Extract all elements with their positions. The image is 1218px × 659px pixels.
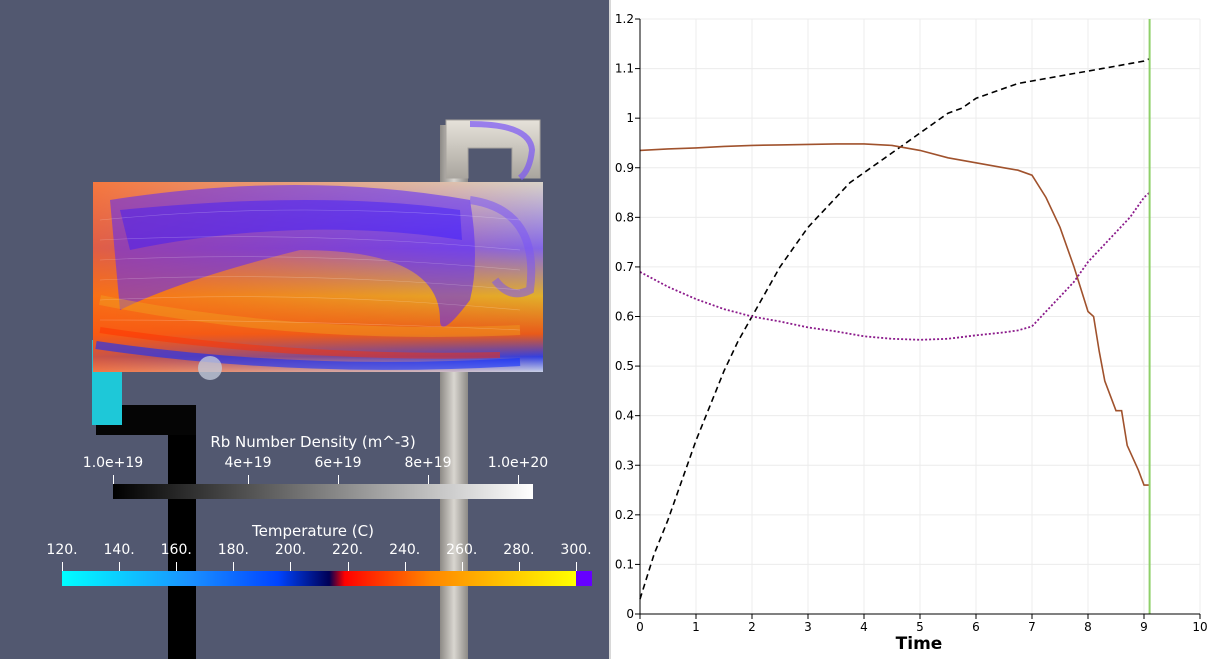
series-line-1 bbox=[639, 57, 1150, 600]
colorbar-temperature-tick-label: 280. bbox=[503, 542, 535, 558]
colorbar-temperature-tick-mark bbox=[519, 562, 520, 571]
colorbar-temperature-tick-label: 160. bbox=[160, 542, 192, 558]
colorbar-density-tick-mark bbox=[428, 475, 429, 484]
colorbar-temperature-tick-label: 300. bbox=[560, 542, 592, 558]
x-axis-label: Time bbox=[896, 634, 943, 654]
y-tick-label: 0.7 bbox=[615, 260, 634, 274]
colorbar-temperature-above-range bbox=[576, 571, 592, 586]
colorbar-temperature-tick-label: 120. bbox=[46, 542, 78, 558]
inlet-pipe bbox=[168, 410, 196, 659]
view-separator[interactable] bbox=[609, 0, 611, 659]
x-tick-label: 0 bbox=[636, 620, 644, 634]
line-chart: 0 1 2 3 4 5 6 7 8 9 10 0 0.1 0.2 0.3 0.4 0.5 0.6 0.7 0.8 0.9… bbox=[615, 12, 1208, 654]
colorbar-density-title: Rb Number Density (m^-3) bbox=[210, 433, 416, 451]
colorbar-density-tick-label: 4e+19 bbox=[224, 455, 272, 471]
colorbar-density-tick-mark bbox=[113, 475, 114, 484]
colorbar-temperature-tick-label: 140. bbox=[103, 542, 135, 558]
colorbar-density-tick-label: 6e+19 bbox=[314, 455, 362, 471]
colorbar-temperature-bar bbox=[62, 571, 576, 586]
colorbar-temperature-tick-mark bbox=[119, 562, 120, 571]
colorbar-density-tick-label: 8e+19 bbox=[404, 455, 452, 471]
y-tick-label: 1.1 bbox=[615, 62, 634, 76]
colorbar-temperature-tick-mark bbox=[462, 562, 463, 571]
colorbar-temperature-tick-label: 180. bbox=[217, 542, 249, 558]
colorbar-temperature-tick-mark bbox=[176, 562, 177, 571]
x-tick-label: 9 bbox=[1140, 620, 1148, 634]
y-tick-label: 0.2 bbox=[615, 508, 634, 522]
top-loop bbox=[445, 119, 541, 179]
y-tick-label: 0.1 bbox=[615, 557, 634, 571]
x-tick-label: 7 bbox=[1028, 620, 1036, 634]
colorbar-temperature-tick-mark bbox=[576, 562, 577, 571]
colorbar-density-tick-mark bbox=[338, 475, 339, 484]
x-tick-label: 1 bbox=[692, 620, 700, 634]
x-tick-label: 5 bbox=[916, 620, 924, 634]
x-tick-label: 4 bbox=[860, 620, 868, 634]
x-tick-label: 10 bbox=[1192, 620, 1207, 634]
y-tick-label: 0.4 bbox=[615, 409, 634, 423]
x-tick-label: 8 bbox=[1084, 620, 1092, 634]
y-tick-label: 1 bbox=[626, 111, 634, 125]
colorbar-density-tick-label: 1.0e+20 bbox=[487, 455, 549, 471]
x-tick-label: 6 bbox=[972, 620, 980, 634]
y-tick-label: 0 bbox=[626, 607, 634, 621]
3d-render-view[interactable]: Rb Number Density (m^-3) 1.0e+19 4e+19 6e+… bbox=[0, 0, 609, 659]
colorbar-density-tick-mark bbox=[518, 475, 519, 484]
colorbar-temperature-tick-mark bbox=[290, 562, 291, 571]
x-tick-label: 2 bbox=[748, 620, 756, 634]
x-tick-label: 3 bbox=[804, 620, 812, 634]
y-tick-label: 0.6 bbox=[615, 310, 634, 324]
y-tick-label: 1.2 bbox=[615, 12, 634, 26]
y-tick-label: 0.9 bbox=[615, 161, 634, 175]
colorbar-temperature-tick-label: 200. bbox=[274, 542, 307, 558]
colorbar-temperature-tick-mark bbox=[233, 562, 234, 571]
colorbar-density-tick-mark bbox=[248, 475, 249, 484]
y-tick-label: 0.5 bbox=[615, 359, 634, 373]
colorbar-temperature-tick-mark bbox=[348, 562, 349, 571]
y-tick-label: 0.3 bbox=[615, 458, 634, 472]
colorbar-density-bar bbox=[113, 484, 533, 499]
colorbar-temperature-tick-label: 240. bbox=[389, 542, 421, 558]
y-tick-label: 0.8 bbox=[615, 210, 634, 224]
colorbar-temperature-tick-mark bbox=[405, 562, 406, 571]
series-line-3 bbox=[639, 191, 1151, 341]
streamline-scene bbox=[92, 119, 543, 659]
colorbar-temperature-title: Temperature (C) bbox=[252, 522, 374, 540]
line-chart-view[interactable]: 0 1 2 3 4 5 6 7 8 9 10 0 0.1 0.2 0.3 0.4 0.5 0.6 0.7 0.8 0.9… bbox=[611, 0, 1218, 659]
colorbar-temperature-tick-mark bbox=[62, 562, 63, 571]
colorbar-density-tick-label: 1.0e+19 bbox=[82, 455, 144, 471]
colorbar-temperature-tick-label: 260. bbox=[446, 542, 478, 558]
colorbar-temperature-tick-label: 220. bbox=[331, 542, 364, 558]
series-line-2 bbox=[639, 143, 1150, 486]
